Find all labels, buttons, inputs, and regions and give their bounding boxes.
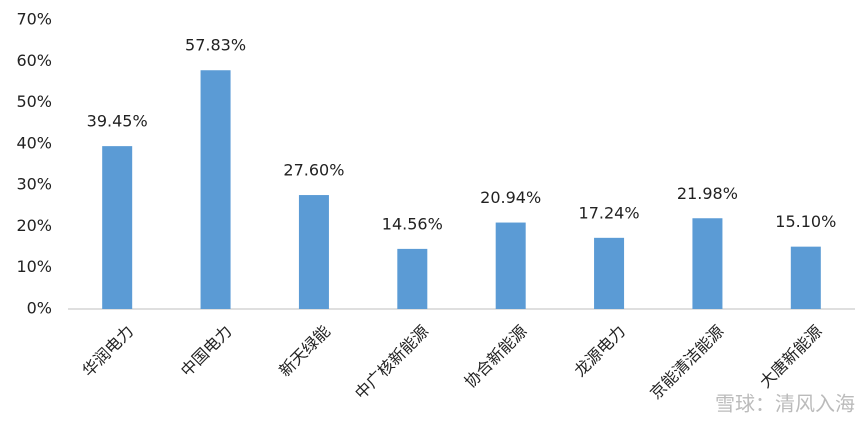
bar [594, 237, 625, 309]
value-label: 17.24% [579, 203, 640, 222]
x-tick-label: 协合新能源 [461, 322, 531, 392]
value-label: 14.56% [382, 214, 443, 233]
x-tick-label: 大唐新能源 [756, 322, 826, 392]
y-tick-label: 20% [16, 216, 52, 235]
bar [495, 222, 526, 309]
y-tick-label: 50% [16, 92, 52, 111]
x-tick-label: 中广核新能源 [351, 322, 432, 403]
x-tick-label: 华润电力 [78, 322, 137, 381]
value-label: 27.60% [283, 161, 344, 180]
y-tick-label: 0% [27, 299, 52, 318]
watermark: 雪球：清风入海 [715, 392, 855, 416]
bar [200, 70, 231, 309]
bar [692, 218, 723, 309]
value-label: 57.83% [185, 36, 246, 55]
bar [790, 246, 821, 309]
value-label: 21.98% [677, 184, 738, 203]
y-tick-label: 70% [16, 10, 52, 29]
bar [298, 195, 329, 309]
x-tick-label: 中国电力 [177, 322, 236, 381]
y-tick-label: 40% [16, 133, 52, 152]
x-tick-label: 龙源电力 [570, 322, 629, 381]
bar [102, 146, 133, 309]
y-tick-label: 10% [16, 257, 52, 276]
value-label: 15.10% [775, 212, 836, 231]
value-label: 39.45% [87, 112, 148, 131]
y-tick-label: 30% [16, 175, 52, 194]
x-tick-label: 新天绿能 [275, 322, 334, 381]
bar [397, 248, 428, 309]
value-label: 20.94% [480, 188, 541, 207]
y-tick-label: 60% [16, 51, 52, 70]
